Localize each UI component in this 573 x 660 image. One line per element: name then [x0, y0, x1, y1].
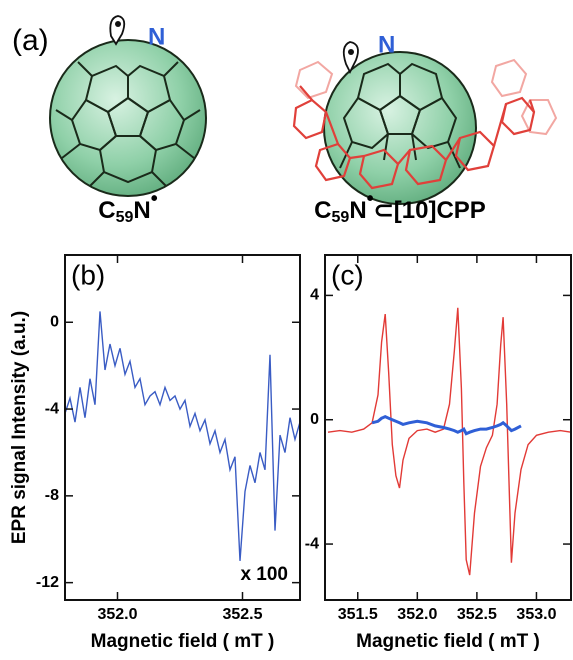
- label-part: ⊂[10]CPP: [374, 197, 486, 224]
- panel-label: (a): [12, 24, 49, 57]
- panel-label: (b): [71, 259, 105, 290]
- panel-label: (c): [331, 259, 364, 290]
- label-part: N: [133, 197, 150, 224]
- fullerene-cpp: [292, 41, 558, 205]
- x-tick-label: 352.5: [222, 606, 262, 623]
- annotation: x 100: [240, 564, 288, 585]
- y-tick-label: 4: [310, 287, 319, 304]
- x-tick-label: 353.0: [516, 606, 556, 623]
- y-tick-label: -4: [45, 400, 59, 417]
- label-part: C: [98, 197, 115, 224]
- atom-label: N: [378, 31, 395, 58]
- x-tick-label: 352.0: [397, 606, 437, 623]
- label-subscript: 59: [332, 209, 350, 226]
- label-part: C: [314, 197, 331, 224]
- label-part: N: [349, 197, 366, 224]
- x-axis-label: Magnetic field ( mT ): [356, 631, 540, 652]
- molecule-label: C59N•: [98, 188, 158, 226]
- label-subscript: 59: [116, 209, 134, 226]
- y-axis-label: EPR signal Intensity (a.u.): [9, 311, 30, 544]
- series-line: [371, 414, 522, 436]
- y-tick-label: 0: [310, 411, 319, 428]
- x-axis-label: Magnetic field ( mT ): [91, 631, 275, 652]
- fullerene: [49, 15, 207, 197]
- plot-frame: [64, 254, 301, 601]
- series-line: [327, 307, 572, 576]
- label-radical: •: [151, 188, 158, 210]
- y-tick-label: -4: [305, 535, 319, 552]
- x-tick-label: 351.5: [338, 606, 378, 623]
- x-tick-label: 352.0: [97, 606, 137, 623]
- y-tick-label: -12: [36, 574, 59, 591]
- series-line: [64, 311, 301, 561]
- plot-frame: [324, 254, 572, 601]
- atom-label: N: [148, 23, 165, 50]
- x-tick-label: 352.5: [457, 606, 497, 623]
- y-tick-label: 0: [50, 313, 59, 330]
- y-tick-label: -8: [45, 487, 59, 504]
- label-radical: •: [367, 188, 374, 210]
- molecule-label: C59N•⊂[10]CPP: [314, 188, 486, 226]
